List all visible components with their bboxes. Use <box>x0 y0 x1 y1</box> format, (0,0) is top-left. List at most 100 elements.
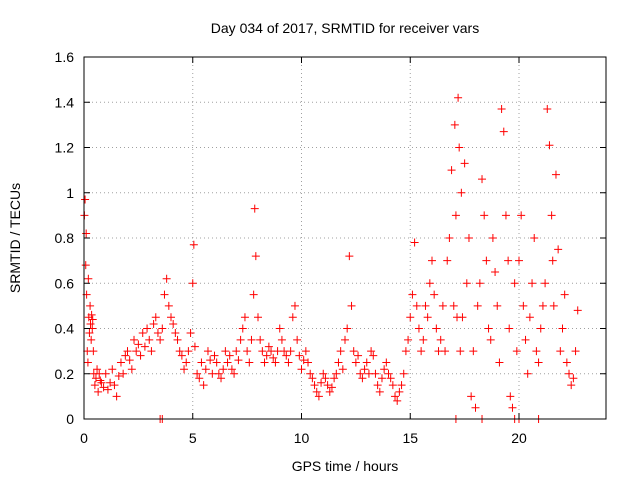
data-point <box>169 319 178 328</box>
data-point <box>106 378 115 387</box>
data-point <box>310 381 319 390</box>
data-point <box>360 365 369 374</box>
data-point <box>167 313 175 322</box>
data-point <box>206 356 215 365</box>
data-point <box>149 319 158 328</box>
data-point <box>562 358 571 367</box>
data-point <box>512 347 521 356</box>
data-point <box>510 279 519 288</box>
data-point <box>384 369 393 378</box>
data-point <box>277 335 286 344</box>
data-point <box>249 290 258 299</box>
data-point <box>571 347 580 356</box>
data-point <box>462 279 471 288</box>
data-point <box>256 335 265 344</box>
data-point <box>299 356 308 365</box>
x-tick-label: 0 <box>80 430 88 446</box>
data-point <box>230 369 239 378</box>
data-point <box>162 274 171 283</box>
data-point <box>460 159 469 168</box>
data-point <box>271 358 280 367</box>
data-point <box>84 274 93 283</box>
data-point <box>532 347 541 356</box>
data-point <box>247 335 256 344</box>
data-point <box>112 392 121 401</box>
data-point <box>312 387 321 396</box>
data-point <box>125 356 134 365</box>
data-point <box>388 381 397 390</box>
data-point <box>87 335 96 344</box>
data-point <box>306 369 315 378</box>
data-point <box>214 369 223 378</box>
data-point <box>269 353 278 362</box>
y-tick-label: 1.2 <box>55 140 75 156</box>
y-tick-label: 0.4 <box>55 321 75 337</box>
data-point <box>469 347 478 356</box>
data-point <box>436 335 445 344</box>
data-point <box>275 324 284 333</box>
y-tick-label: 1.4 <box>55 94 75 110</box>
data-point <box>290 301 299 310</box>
data-point <box>136 351 145 360</box>
data-point <box>447 166 456 175</box>
data-point <box>180 365 189 374</box>
data-point <box>127 365 136 374</box>
data-point <box>519 301 528 310</box>
data-point <box>534 358 543 367</box>
data-point <box>454 93 463 102</box>
data-point <box>284 358 293 367</box>
data-point <box>457 188 466 197</box>
x-tick-label: 5 <box>189 430 197 446</box>
data-point <box>232 347 241 356</box>
data-point <box>81 195 90 204</box>
data-point <box>358 374 367 383</box>
data-point <box>304 358 313 367</box>
data-point <box>82 229 91 238</box>
data-point <box>530 234 539 242</box>
data-point <box>201 365 210 374</box>
data-point <box>286 347 295 356</box>
data-point <box>419 335 428 344</box>
data-point <box>347 301 356 310</box>
data-point <box>573 306 582 315</box>
data-point <box>317 378 326 387</box>
data-point <box>543 105 552 114</box>
data-point <box>505 324 514 333</box>
data-point <box>493 301 502 310</box>
data-point <box>417 347 426 356</box>
data-point <box>393 396 402 405</box>
data-point <box>243 347 252 356</box>
data-point <box>251 252 260 261</box>
x-axis-label: GPS time / hours <box>292 458 399 474</box>
data-point <box>97 378 106 387</box>
data-point <box>89 347 98 356</box>
data-point <box>430 290 439 299</box>
y-tick-label: 1 <box>66 185 74 201</box>
data-point <box>455 143 464 152</box>
data-point <box>245 358 254 367</box>
data-point <box>523 369 532 378</box>
data-point <box>475 279 484 288</box>
data-point <box>121 351 130 360</box>
y-tick-label: 1.6 <box>55 49 75 65</box>
data-point <box>177 351 186 360</box>
data-point <box>147 347 156 356</box>
data-point <box>345 252 354 261</box>
data-point <box>545 141 554 150</box>
data-point <box>184 347 193 356</box>
data-point <box>240 313 249 322</box>
data-point <box>558 324 567 333</box>
data-point <box>94 387 103 396</box>
data-point <box>480 211 489 220</box>
data-point <box>443 256 452 265</box>
data-point <box>371 369 380 378</box>
data-point <box>325 387 334 396</box>
axis-ticks: 0 0.2 0.4 0.6 0.8 1 1.2 1.4 1.6 0 5 10 15 20 <box>55 49 606 446</box>
data-point <box>227 365 236 374</box>
data-point <box>362 358 371 367</box>
data-point <box>486 335 495 344</box>
chart-title: Day 034 of 2017, SRMTID for receiver var… <box>211 20 479 36</box>
data-point <box>189 240 198 249</box>
data-point <box>334 358 343 367</box>
y-tick-label: 0 <box>66 411 74 427</box>
